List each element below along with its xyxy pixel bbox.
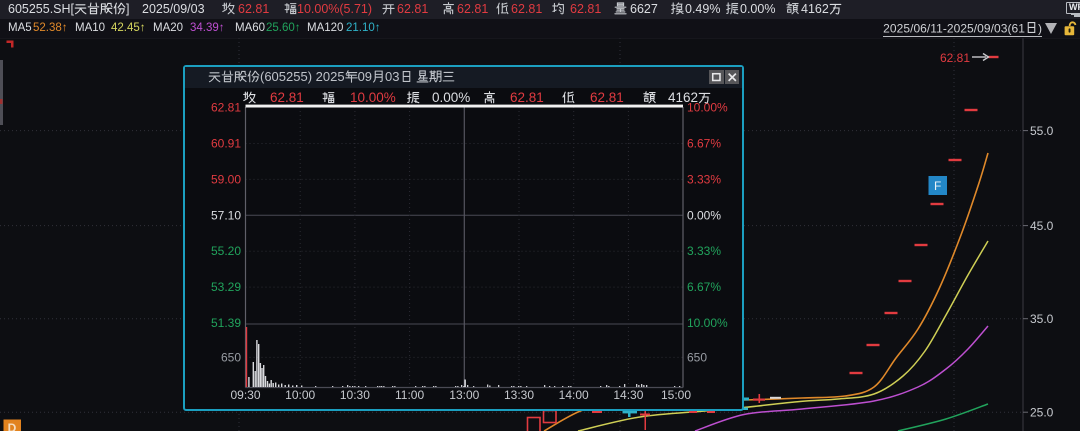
svg-text:35.0: 35.0 xyxy=(1030,312,1054,326)
svg-text:25.0: 25.0 xyxy=(1030,406,1054,420)
svg-text:D: D xyxy=(8,421,17,431)
svg-text:45.0: 45.0 xyxy=(1030,219,1054,233)
svg-text:F: F xyxy=(934,179,941,193)
svg-text:62.81: 62.81 xyxy=(940,51,970,65)
svg-text:55.0: 55.0 xyxy=(1030,124,1054,138)
